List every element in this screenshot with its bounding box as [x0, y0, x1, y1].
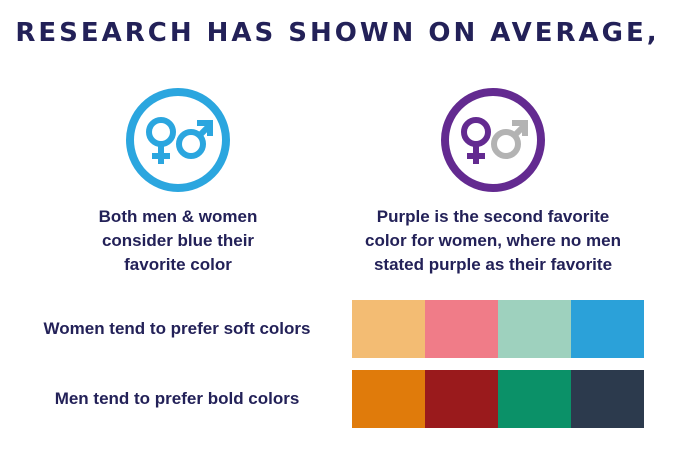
purple-gender-circle	[441, 88, 545, 192]
bold-color-swatch	[571, 370, 644, 428]
bold-color-palette	[352, 370, 644, 428]
soft-color-palette	[352, 300, 644, 358]
blue-gender-circle	[126, 88, 230, 192]
male-symbol-icon	[491, 120, 528, 159]
soft-color-swatch	[498, 300, 571, 358]
male-symbol-icon	[176, 120, 213, 159]
soft-colors-label: Women tend to prefer soft colors	[43, 319, 311, 338]
soft-color-swatch	[425, 300, 498, 358]
bold-colors-label: Men tend to prefer bold colors	[54, 389, 300, 408]
right-caption: Purple is the second favorite color for …	[365, 207, 621, 274]
bold-color-swatch	[352, 370, 425, 428]
headline: RESEARCH HAS SHOWN ON AVERAGE,	[15, 18, 660, 48]
soft-color-swatch	[352, 300, 425, 358]
soft-color-swatch	[571, 300, 644, 358]
female-symbol-icon	[146, 117, 176, 164]
bold-color-swatch	[498, 370, 571, 428]
bold-color-swatch	[425, 370, 498, 428]
left-caption: Both men & women consider blue their fav…	[98, 207, 258, 274]
female-symbol-icon	[461, 117, 491, 164]
